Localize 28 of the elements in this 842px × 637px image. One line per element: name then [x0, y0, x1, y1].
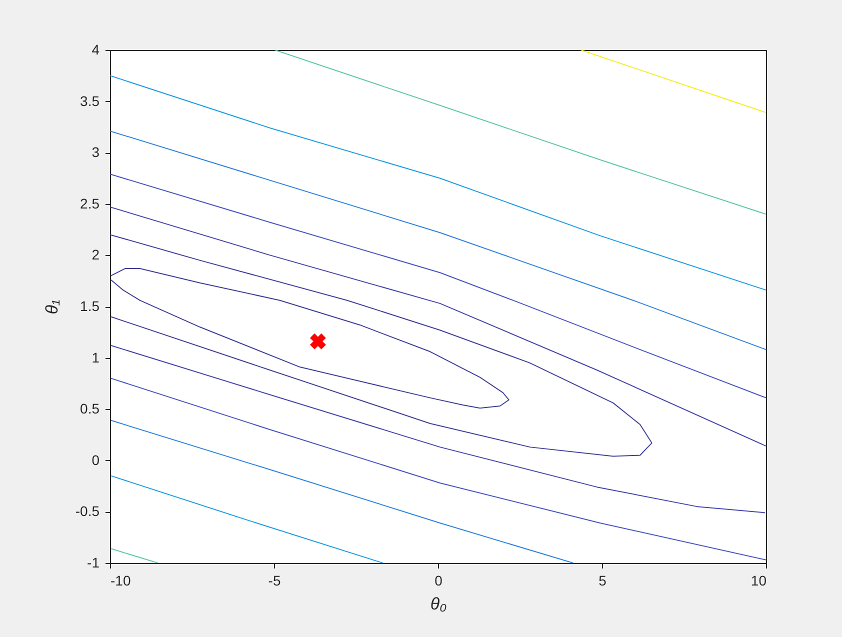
- y-tick-label: 1.5: [80, 298, 100, 314]
- line-series: [110, 206, 766, 447]
- y-tick-label: 1: [92, 349, 100, 366]
- y-tick-label: 0.5: [80, 400, 100, 417]
- y-tick-label: 3: [92, 144, 100, 160]
- line-series: [110, 378, 766, 560]
- line-series: [110, 130, 766, 350]
- y-tick-label: -1: [87, 554, 100, 570]
- line-series: [110, 420, 574, 563]
- y-tick-label: -0.5: [75, 503, 100, 520]
- line-series: [110, 268, 510, 409]
- y-tick-label: 2.5: [80, 195, 100, 212]
- x-tick-label: 5: [598, 572, 607, 588]
- x-axis-title: θ₀: [430, 594, 447, 614]
- line-series: [110, 174, 766, 398]
- line-series: [110, 234, 652, 457]
- line-series: [274, 50, 766, 215]
- x-tick-label: -5: [268, 572, 281, 588]
- y-tick-label: 3.5: [80, 92, 100, 109]
- x-tick-label: 10: [750, 572, 767, 588]
- y-tick-label: 2: [92, 246, 100, 263]
- x-tick-label: 0: [434, 572, 443, 588]
- x-tick-label: -10: [110, 572, 131, 588]
- y-tick-label: 0: [92, 452, 100, 468]
- line-series: [110, 344, 766, 514]
- y-tick-label: 4: [92, 42, 100, 58]
- y-axis-title: θ₁: [42, 300, 62, 314]
- line-series: [110, 75, 766, 291]
